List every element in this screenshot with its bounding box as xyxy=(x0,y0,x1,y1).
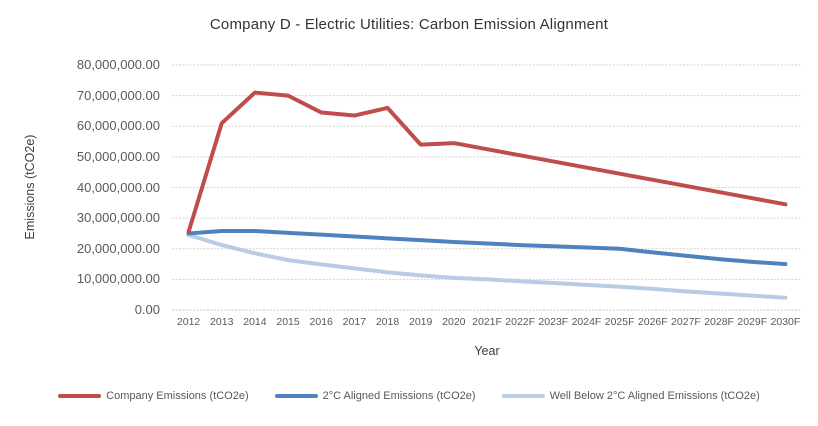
x-tick-label: 2017 xyxy=(342,316,367,328)
legend-label: Well Below 2°C Aligned Emissions (tCO2e) xyxy=(549,390,760,402)
x-tick-label: 2027F xyxy=(671,316,701,328)
x-tick-label: 2020 xyxy=(442,316,466,328)
x-axis-title: Year xyxy=(474,344,500,358)
legend-label: Company Emissions (tCO2e) xyxy=(106,390,249,402)
y-tick-label: 20,000,000.00 xyxy=(76,240,160,256)
x-tick-label: 2024F xyxy=(571,316,602,328)
y-tick-label: 40,000,000.00 xyxy=(76,179,160,195)
x-tick-label: 2021F xyxy=(472,316,502,328)
x-tick-label: 2023F xyxy=(538,316,569,328)
chart-title: Company D - Electric Utilities: Carbon E… xyxy=(209,16,609,33)
x-tick-label: 2025F xyxy=(604,316,635,328)
legend-item: 2°C Aligned Emissions (tCO2e) xyxy=(274,390,476,402)
y-tick-label: 80,000,000.00 xyxy=(76,57,160,72)
x-tick-label: 2014 xyxy=(243,316,267,328)
legend-swatch xyxy=(501,394,545,398)
y-tick-label: 60,000,000.00 xyxy=(76,118,160,134)
x-tick-label: 2029F xyxy=(737,316,768,328)
series-line xyxy=(186,228,788,267)
y-tick-label: 30,000,000.00 xyxy=(76,210,160,226)
x-tick-label: 2022F xyxy=(505,316,536,328)
legend-swatch xyxy=(274,394,318,398)
legend-label: 2°C Aligned Emissions (tCO2e) xyxy=(322,390,476,402)
series-line xyxy=(186,90,788,234)
x-tick-label: 2013 xyxy=(210,316,234,328)
y-tick-label: 70,000,000.00 xyxy=(76,87,160,103)
y-tick-label: 0.00 xyxy=(134,302,160,317)
x-tick-label: 2019 xyxy=(408,316,433,328)
y-tick-label: 50,000,000.00 xyxy=(76,148,160,164)
series-line xyxy=(186,232,788,300)
x-tick-label: 2018 xyxy=(375,316,400,328)
x-tick-label: 2016 xyxy=(309,316,333,328)
x-tick-label: 2026F xyxy=(637,316,668,328)
x-tick-label: 2015 xyxy=(276,316,300,328)
x-tick-label: 2030F xyxy=(770,316,801,328)
legend-item: Well Below 2°C Aligned Emissions (tCO2e) xyxy=(501,390,760,402)
legend: Company Emissions (tCO2e) 2°C Aligned Emi… xyxy=(0,390,818,402)
x-tick-label: 2012 xyxy=(176,316,201,328)
x-tick-label: 2028F xyxy=(704,316,734,328)
legend-item: Company Emissions (tCO2e) xyxy=(58,390,249,402)
legend-swatch xyxy=(58,394,102,398)
y-tick-label: 10,000,000.00 xyxy=(76,271,160,287)
